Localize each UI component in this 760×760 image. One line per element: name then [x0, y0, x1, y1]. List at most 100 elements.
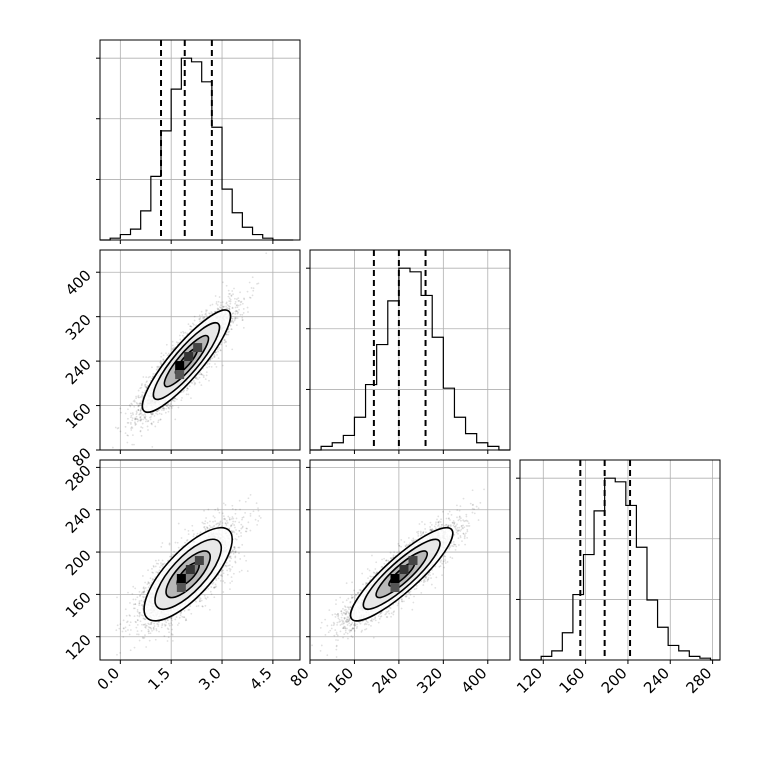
sample-point	[124, 412, 127, 415]
sample-point	[151, 445, 154, 448]
sample-point	[117, 426, 120, 429]
sample-point	[141, 394, 143, 396]
sample-point	[229, 570, 231, 572]
sample-point	[225, 522, 227, 525]
sample-point	[170, 405, 173, 408]
panel-frame	[309, 249, 511, 451]
sample-point	[180, 331, 183, 334]
sample-point	[231, 504, 234, 507]
y-tick-label: 240	[62, 355, 95, 388]
sample-point	[163, 562, 166, 565]
sample-point	[144, 416, 147, 419]
sample-point	[129, 614, 131, 617]
sample-point	[233, 546, 236, 548]
sample-point	[209, 359, 212, 361]
sample-point	[136, 402, 139, 405]
sample-point	[154, 565, 157, 568]
sample-point	[166, 354, 169, 357]
y-tick-label: 280	[62, 462, 95, 495]
sample-point	[251, 294, 254, 297]
sample-point	[230, 328, 233, 331]
sample-point	[206, 527, 209, 530]
sample-point	[186, 332, 189, 335]
sample-point	[153, 625, 156, 628]
sample-point	[234, 310, 237, 313]
sample-point	[187, 387, 190, 390]
sample-point	[142, 587, 145, 589]
sample-point	[162, 406, 165, 409]
sample-point	[130, 414, 133, 417]
sample-point	[205, 309, 207, 312]
sample-point	[233, 319, 236, 322]
sample-point	[133, 646, 136, 649]
sample-point	[234, 512, 237, 515]
sample-point	[135, 417, 138, 420]
sample-point	[128, 404, 131, 407]
sample-point	[192, 380, 195, 382]
sample-point	[177, 406, 180, 409]
sample-point	[162, 358, 165, 361]
sample-point	[186, 387, 189, 390]
sample-point	[152, 375, 155, 378]
sample-point	[172, 347, 175, 349]
sample-point	[145, 385, 148, 388]
sample-point	[160, 355, 163, 358]
sample-point	[144, 389, 147, 392]
sample-point	[136, 418, 139, 421]
sample-point	[198, 373, 201, 376]
sample-point	[139, 409, 142, 412]
sample-point	[217, 308, 220, 311]
y-tick-label: 240	[62, 504, 95, 537]
sample-point	[193, 319, 196, 322]
sample-point	[177, 341, 180, 344]
sample-point	[180, 391, 183, 394]
sample-point	[131, 427, 134, 429]
sample-point	[176, 398, 178, 401]
sample-point	[219, 349, 222, 352]
sample-point	[165, 343, 168, 346]
sample-point	[132, 413, 134, 416]
sample-point	[171, 344, 174, 347]
sample-point	[241, 319, 244, 321]
sample-point	[139, 415, 142, 418]
sample-point	[235, 309, 237, 312]
sample-point	[239, 313, 242, 316]
sample-point	[157, 419, 160, 422]
sample-point	[185, 393, 188, 396]
sample-point	[140, 426, 143, 428]
y-tick-label: 160	[62, 588, 95, 621]
sample-point	[142, 614, 144, 617]
sample-point	[156, 413, 159, 416]
sample-point	[205, 310, 208, 313]
sample-point	[201, 373, 204, 376]
sample-point	[163, 407, 165, 410]
sample-point	[129, 405, 132, 408]
sample-point	[139, 420, 142, 422]
sample-point	[130, 426, 133, 428]
panel-frame	[99, 39, 301, 241]
sample-point	[194, 377, 197, 380]
sample-point	[162, 354, 165, 357]
sample-point	[152, 421, 155, 423]
sample-point	[211, 357, 214, 360]
sample-point	[129, 649, 132, 652]
sample-point	[234, 316, 237, 319]
sample-point	[122, 636, 125, 638]
sample-point	[195, 376, 198, 379]
sample-point	[142, 414, 145, 416]
sample-point	[140, 402, 142, 405]
sample-point	[135, 415, 138, 418]
sample-point	[141, 636, 144, 639]
sample-point	[157, 623, 160, 626]
sample-point	[158, 630, 160, 633]
sample-point	[213, 355, 215, 358]
x-tick-label: 1.5	[144, 664, 174, 694]
sample-point	[146, 425, 149, 428]
sample-point	[147, 419, 150, 422]
density-area	[111, 252, 268, 450]
sample-point	[228, 293, 230, 295]
histogram-step	[520, 477, 720, 661]
sample-point	[168, 631, 170, 634]
sample-point	[209, 304, 212, 307]
sample-point	[217, 357, 220, 360]
